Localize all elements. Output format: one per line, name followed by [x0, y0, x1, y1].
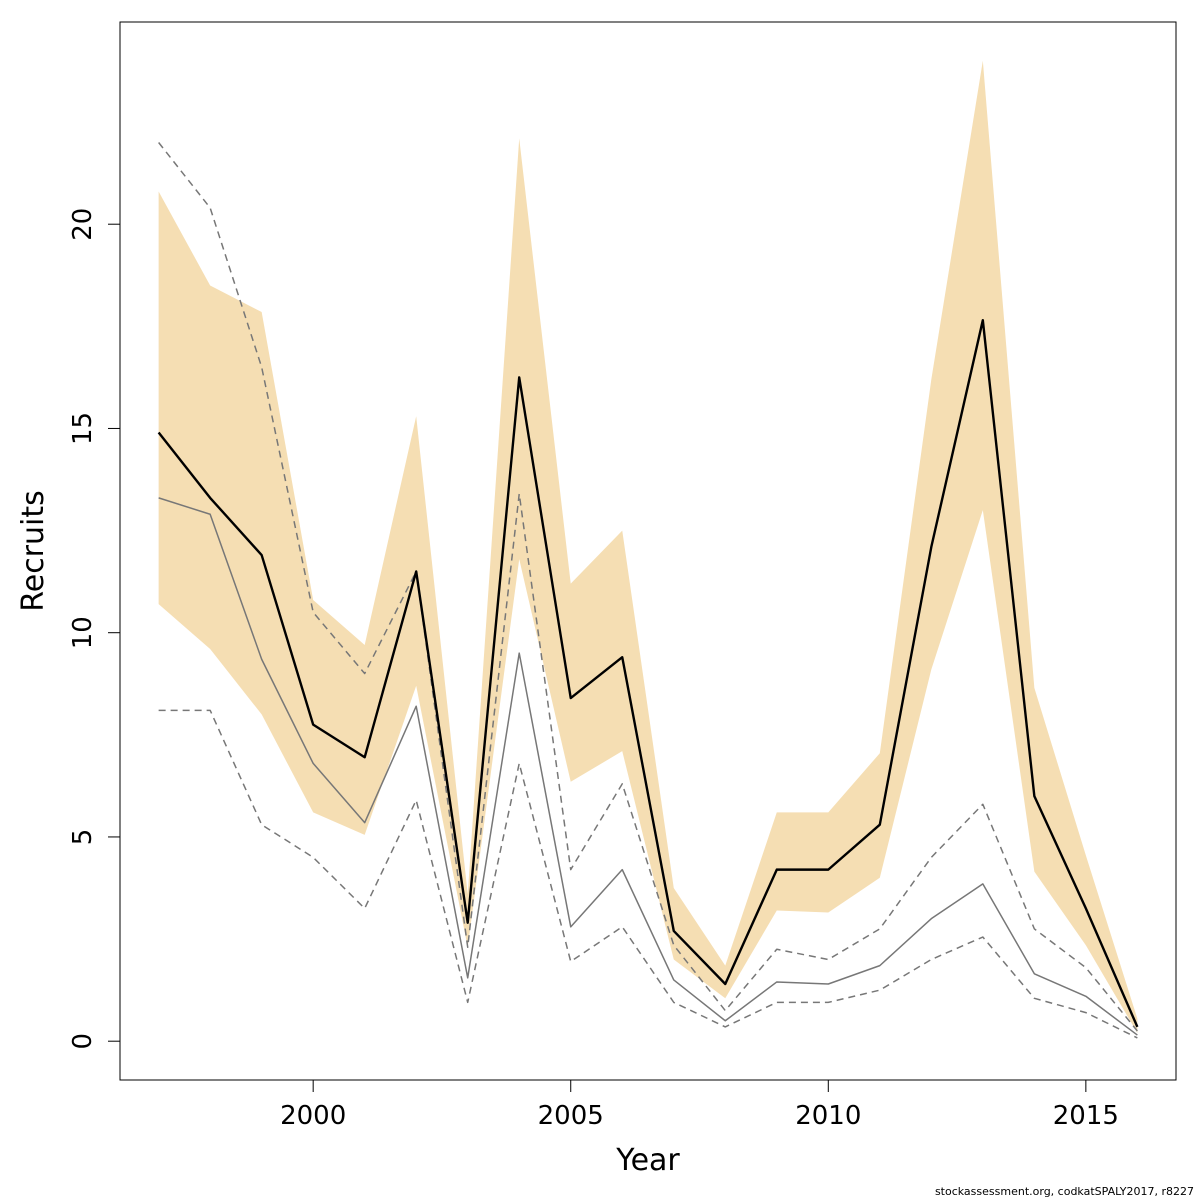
series-layer [157, 142, 1139, 1039]
x-tick-label-2000: 2000 [280, 1101, 346, 1131]
footer-credit: stockassessment.org, codkatSPALY2017, r8… [934, 1185, 1194, 1198]
x-axis-title: Year [615, 1143, 680, 1178]
y-axis-title: Recruits [16, 490, 51, 612]
y-tick-label-10: 10 [68, 616, 98, 649]
x-axis: 2000 2005 2010 2015 [280, 1080, 1119, 1131]
plot-frame [119, 21, 1177, 1081]
series-line-dashed-2 [158, 142, 1138, 1032]
y-tick-label-15: 15 [68, 412, 98, 445]
x-tick-label-2015: 2015 [1053, 1101, 1119, 1131]
y-tick-label-5: 5 [68, 829, 98, 846]
x-tick-label-2010: 2010 [795, 1101, 861, 1131]
series-line-main [157, 319, 1139, 1028]
confidence-band [158, 60, 1138, 1034]
series-line-grey-1 [158, 497, 1138, 1036]
y-tick-label-20: 20 [68, 208, 98, 241]
y-tick-label-0: 0 [68, 1033, 98, 1050]
y-axis: 0 5 10 15 20 [68, 208, 120, 1050]
x-tick-label-2005: 2005 [538, 1101, 604, 1131]
confidence-band-layer [158, 60, 1138, 1034]
